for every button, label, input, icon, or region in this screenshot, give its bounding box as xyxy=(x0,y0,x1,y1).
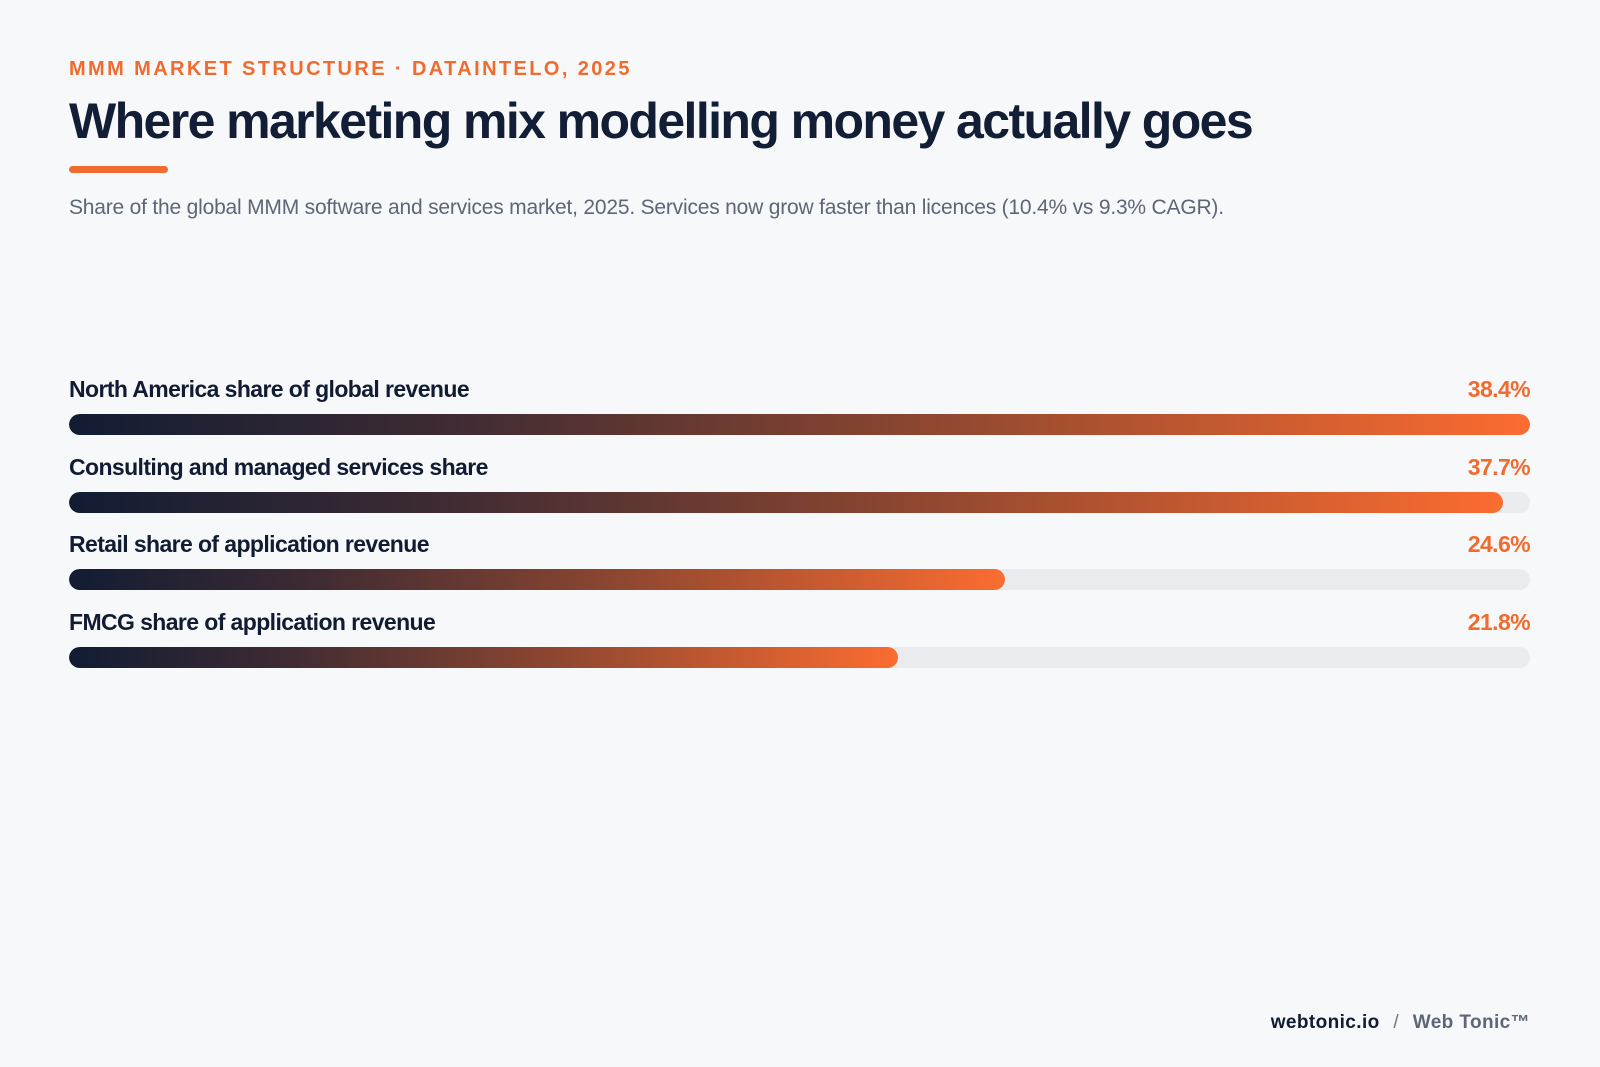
bar-label: Consulting and managed services share xyxy=(69,453,488,480)
bar-value-label: 38.4% xyxy=(1467,376,1531,402)
bar-value-label: 37.7% xyxy=(1467,453,1531,480)
eyebrow-label: MMM MARKET STRUCTURE · DATAINTELO, 2025 xyxy=(69,58,632,80)
bar xyxy=(69,646,898,668)
bar-track xyxy=(69,569,1530,590)
bar-track xyxy=(69,414,1530,435)
bar-chart: North America share of global revenue 38.… xyxy=(69,376,1531,687)
bar-value-label: 21.8% xyxy=(1467,608,1531,635)
footer-brand-name: Web Tonic™ xyxy=(1412,1012,1530,1033)
bar-row: FMCG share of application revenue 21.8% xyxy=(69,608,1531,687)
footer-separator: / xyxy=(1393,1012,1400,1033)
bar xyxy=(69,414,1530,435)
page-title: Where marketing mix modelling money actu… xyxy=(69,93,1254,149)
bar xyxy=(69,569,1005,590)
title-accent-rule xyxy=(69,166,168,173)
bar-row: Retail share of application revenue 24.6% xyxy=(69,531,1531,609)
bar-row: Consulting and managed services share 37.… xyxy=(69,453,1531,532)
bar-row: North America share of global revenue 38.… xyxy=(69,376,1531,454)
bar-label: North America share of global revenue xyxy=(69,376,470,402)
bar xyxy=(69,491,1503,513)
infographic: MMM MARKET STRUCTURE · DATAINTELO, 2025 … xyxy=(69,0,1531,1067)
bar-value-label: 24.6% xyxy=(1467,531,1531,557)
bar-label: Retail share of application revenue xyxy=(69,531,430,557)
bar-label: FMCG share of application revenue xyxy=(69,608,436,635)
bar-track xyxy=(69,491,1530,513)
page-subtitle: Share of the global MMM software and ser… xyxy=(69,196,1224,219)
footer-brand: webtonic.io / Web Tonic™ xyxy=(1271,1012,1530,1034)
bar-track xyxy=(69,646,1530,668)
footer-domain: webtonic.io xyxy=(1270,1012,1380,1033)
